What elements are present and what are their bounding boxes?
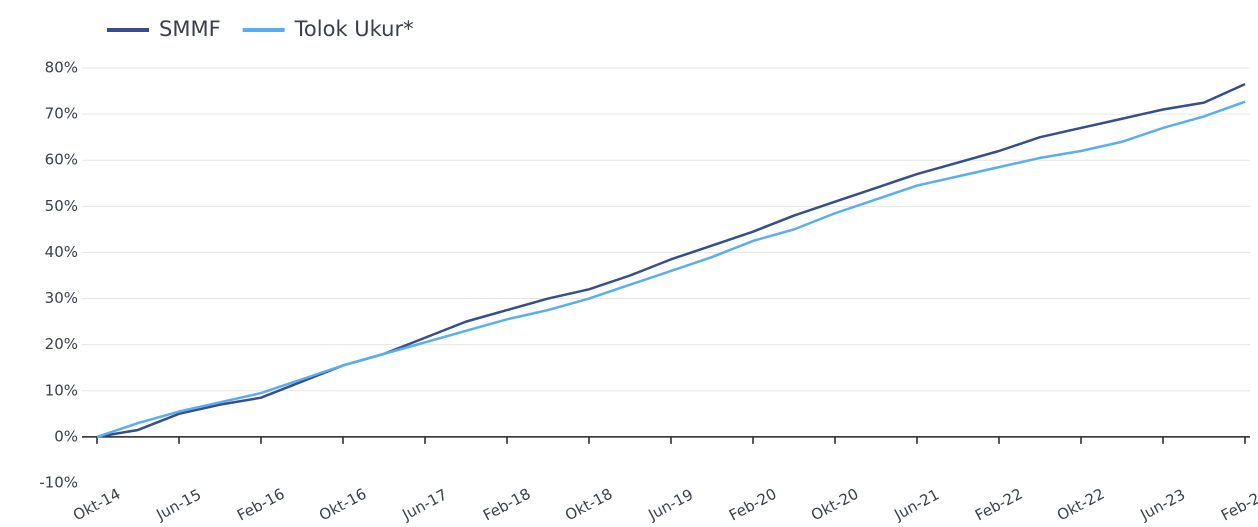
- legend-label: SMMF: [159, 17, 221, 41]
- x-tick-label: Okt-14: [70, 485, 123, 523]
- x-tick-label: Feb-18: [480, 485, 534, 523]
- x-tick-label: Okt-20: [808, 485, 861, 523]
- y-tick-label: -10%: [39, 474, 78, 492]
- series-line: [96, 100, 1246, 439]
- y-tick-label: 70%: [45, 105, 78, 123]
- x-tick-label: Jun-17: [398, 485, 450, 523]
- x-tick-label: Jun-15: [152, 485, 204, 523]
- x-tick-label: Jun-23: [1136, 485, 1188, 523]
- y-tick-label: 60%: [45, 151, 78, 169]
- legend-label: Tolok Ukur*: [294, 17, 414, 41]
- x-tick-label: Feb-22: [972, 485, 1026, 523]
- x-tick-label: Okt-16: [316, 485, 369, 523]
- x-tick-label: Feb-16: [234, 485, 288, 523]
- x-tick-label: Feb-24: [1218, 485, 1258, 523]
- x-tick-label: Jun-21: [890, 485, 942, 523]
- y-tick-label: 10%: [45, 381, 78, 399]
- y-tick-label: 50%: [45, 197, 78, 215]
- y-tick-label: 40%: [45, 243, 78, 261]
- x-tick-label: Okt-22: [1054, 485, 1107, 523]
- x-tick-label: Feb-20: [726, 485, 780, 523]
- y-tick-label: 0%: [54, 427, 78, 445]
- x-tick-label: Jun-19: [644, 485, 696, 523]
- y-tick-label: 20%: [45, 335, 78, 353]
- y-tick-label: 80%: [45, 59, 78, 77]
- y-tick-label: 30%: [45, 289, 78, 307]
- series-line: [96, 82, 1246, 439]
- x-tick-label: Okt-18: [562, 485, 615, 523]
